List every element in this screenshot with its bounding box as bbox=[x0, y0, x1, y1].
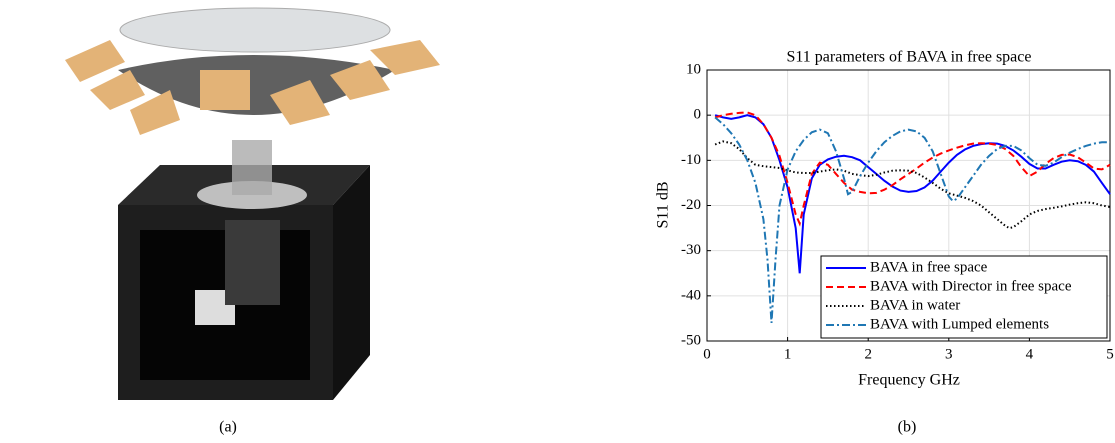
chart-title: S11 parameters of BAVA in free space bbox=[787, 49, 1032, 66]
y-tick-label: 10 bbox=[686, 61, 701, 77]
caption: (b) bbox=[898, 419, 917, 436]
y-tick-label: -50 bbox=[681, 332, 701, 348]
x-tick-label: 3 bbox=[945, 346, 953, 362]
x-tick-label: 0 bbox=[703, 346, 711, 362]
x-tick-label: 1 bbox=[784, 346, 792, 362]
y-tick-label: -40 bbox=[681, 287, 701, 303]
y-tick-label: -10 bbox=[681, 152, 701, 168]
feed bbox=[232, 140, 272, 195]
lid bbox=[120, 8, 390, 52]
x-tick-label: 2 bbox=[864, 346, 872, 362]
legend-label: BAVA in free space bbox=[870, 259, 988, 275]
box-side bbox=[333, 165, 370, 400]
x-tick-label: 4 bbox=[1026, 346, 1034, 362]
legend-label: BAVA with Director in free space bbox=[870, 278, 1072, 294]
series-line bbox=[715, 115, 1110, 273]
device-render bbox=[65, 8, 440, 400]
page: (a) (b) S11 parameters of BAVA in free s… bbox=[0, 0, 1115, 443]
series-line bbox=[715, 141, 1110, 228]
shaft bbox=[225, 220, 280, 305]
caption: (a) bbox=[219, 419, 237, 436]
legend-label: BAVA with Lumped elements bbox=[870, 316, 1049, 332]
y-tick-label: -20 bbox=[681, 197, 701, 213]
x-axis-label: Frequency GHz bbox=[858, 372, 960, 389]
x-tick-label: 5 bbox=[1106, 346, 1114, 362]
y-tick-label: -30 bbox=[681, 242, 701, 258]
petal bbox=[200, 70, 250, 110]
figure: (a) (b) S11 parameters of BAVA in free s… bbox=[0, 0, 1115, 443]
legend-label: BAVA in water bbox=[870, 297, 960, 313]
y-axis-label: S11 dB bbox=[655, 182, 672, 229]
plot: 0 1 2 3 4 5 -50 -40 -30 -20 -10 0 10 BAVA in free spa… bbox=[681, 61, 1114, 362]
y-tick-label: 0 bbox=[694, 107, 702, 123]
petal bbox=[65, 40, 125, 82]
